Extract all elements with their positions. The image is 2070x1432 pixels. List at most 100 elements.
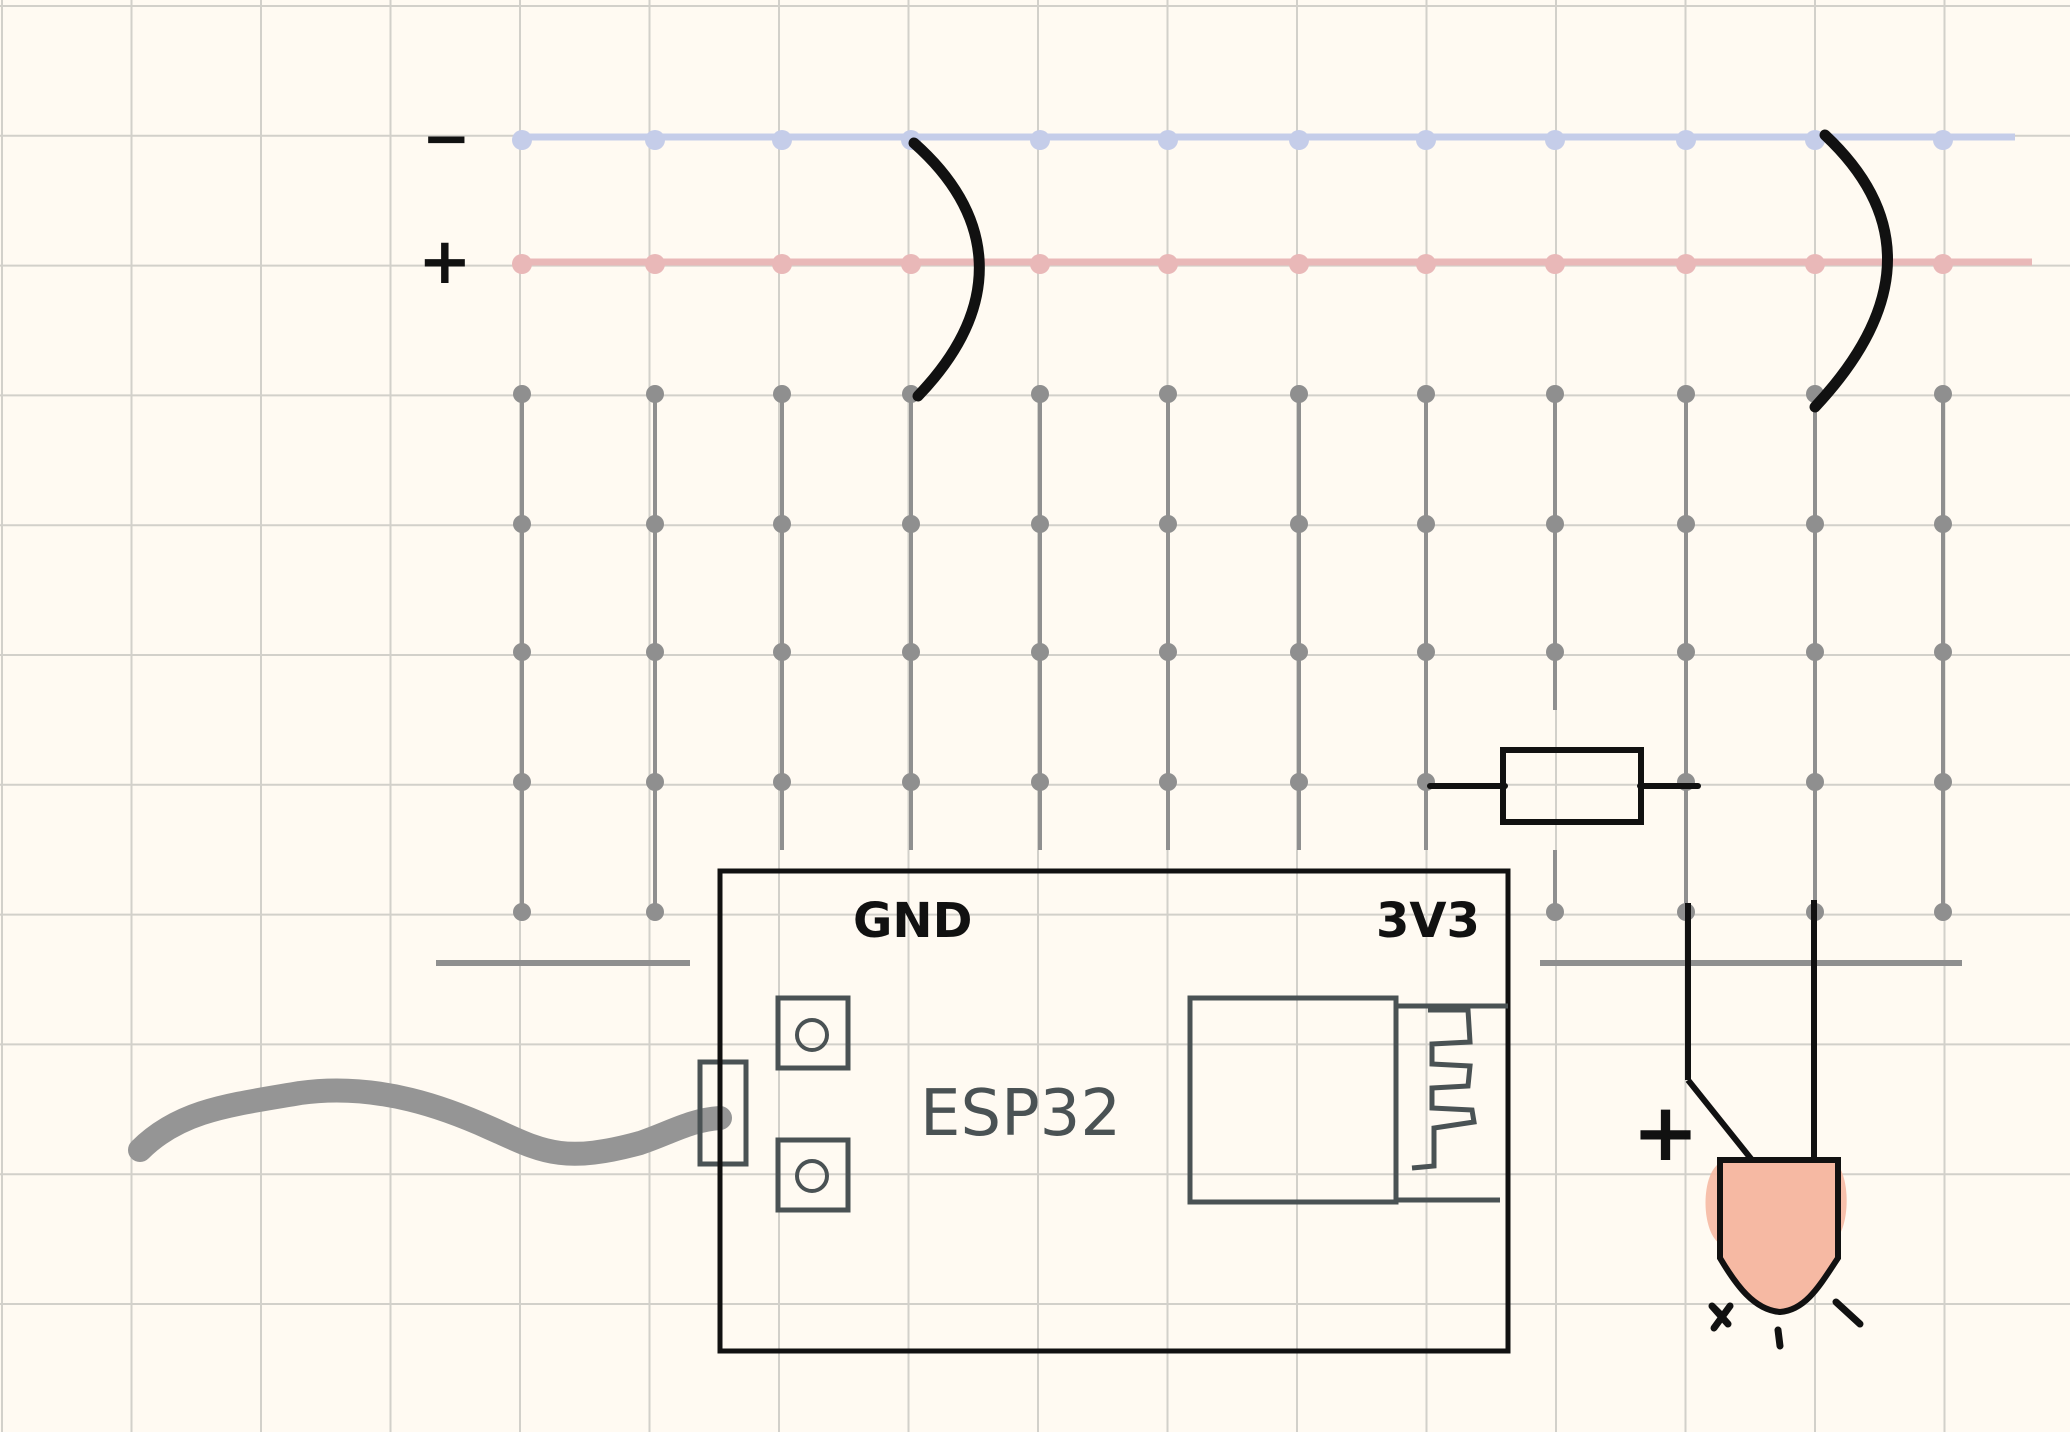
breadboard-hole (1546, 643, 1564, 661)
breadboard-hole (1031, 515, 1049, 533)
breadboard-hole (1031, 773, 1049, 791)
resistor (1427, 747, 1701, 825)
minus-rail-hole (1289, 130, 1309, 150)
esp32-outline (717, 868, 1511, 1354)
minus-rail-hole (772, 130, 792, 150)
breadboard-column (646, 385, 664, 921)
minus-rail-holes (512, 130, 1953, 150)
minus-rail-hole (1545, 130, 1565, 150)
breadboard-hole (646, 515, 664, 533)
antenna-trace (1411, 1007, 1477, 1171)
breadboard-hole (902, 515, 920, 533)
wifi-antenna-module (1187, 995, 1508, 1205)
minus-rail-hole (512, 130, 532, 150)
breadboard-hole (1031, 385, 1049, 403)
breadboard-hole (646, 903, 664, 921)
breadboard-column (773, 385, 791, 850)
breadboard-hole (1290, 385, 1308, 403)
plus-rail-hole (772, 254, 792, 274)
breadboard-column (1417, 385, 1435, 850)
led-light-ray-right (1832, 1298, 1864, 1328)
gnd-pin-label: GND (853, 893, 972, 949)
breadboard-hole (773, 385, 791, 403)
breadboard-hole (1159, 773, 1177, 791)
power-rails: − + (418, 104, 2032, 299)
breadboard-column (1806, 385, 1824, 921)
breadboard-hole (646, 773, 664, 791)
plus-rail-holes (512, 254, 1953, 274)
jumper-wire-gnd (908, 137, 985, 402)
v33-pin-label: 3V3 (1376, 893, 1480, 949)
breadboard-column (1290, 385, 1308, 850)
plus-rail-hole (1933, 254, 1953, 274)
breadboard-hole (773, 773, 791, 791)
breadboard-hole (513, 385, 531, 403)
led-body (1717, 1157, 1841, 1316)
minus-rail-hole (1158, 130, 1178, 150)
breadboard-hole (1417, 385, 1435, 403)
plus-rail-hole (1158, 254, 1178, 274)
usb-cable (128, 1078, 732, 1166)
breadboard-hole (1934, 773, 1952, 791)
breadboard-hole (513, 903, 531, 921)
breadboard-hole (1806, 643, 1824, 661)
breadboard-hole (513, 515, 531, 533)
breadboard-hole (1159, 515, 1177, 533)
led-light-ray-middle (1774, 1326, 1784, 1350)
breadboard-hole (1290, 643, 1308, 661)
esp32-board: GND 3V3 ESP32 (717, 868, 1511, 1354)
breadboard-hole (1546, 385, 1564, 403)
minus-rail-hole (1933, 130, 1953, 150)
plus-rail-hole (512, 254, 532, 274)
breadboard-hole (1677, 385, 1695, 403)
breadboard-hole (1546, 515, 1564, 533)
breadboard-hole (1934, 385, 1952, 403)
breadboard-hole (1934, 903, 1952, 921)
breadboard-hole (1290, 773, 1308, 791)
plus-rail-hole (1676, 254, 1696, 274)
plus-rail-hole (645, 254, 665, 274)
resistor-body (1500, 747, 1644, 825)
breadboard-hole (1806, 773, 1824, 791)
breadboard-columns (513, 385, 1952, 921)
plus-rail-label: + (418, 225, 472, 299)
plus-rail-hole (1289, 254, 1309, 274)
minus-rail-hole (1676, 130, 1696, 150)
led-polarity-label: + (1632, 1086, 1699, 1179)
usb-connector (697, 1059, 749, 1167)
breadboard-hole (1934, 515, 1952, 533)
breadboard-hole (1934, 643, 1952, 661)
plus-rail-hole (1030, 254, 1050, 274)
breadboard-hole (773, 643, 791, 661)
breadboard-column (902, 385, 920, 850)
minus-rail-hole (645, 130, 665, 150)
jumper-wire-power (1809, 129, 1893, 413)
breadboard-hole (1677, 515, 1695, 533)
plus-rail-hole (901, 254, 921, 274)
breadboard-column (1934, 385, 1952, 921)
breadboard-hole (1159, 643, 1177, 661)
breadboard-hole (902, 643, 920, 661)
plus-rail-hole (1805, 254, 1825, 274)
breadboard-column (1031, 385, 1049, 850)
breadboard-hole (773, 515, 791, 533)
minus-rail-label: − (422, 104, 471, 172)
breadboard-hole (1677, 643, 1695, 661)
plus-rail-hole (1545, 254, 1565, 274)
led: + (1632, 900, 1864, 1350)
breadboard-hole (1159, 385, 1177, 403)
breadboard-column (513, 385, 531, 921)
breadboard-hole (513, 773, 531, 791)
esp32-button-top (775, 995, 851, 1071)
esp32-label: ESP32 (920, 1077, 1121, 1151)
breadboard-column (1159, 385, 1177, 850)
minus-rail-hole (1030, 130, 1050, 150)
breadboard-hole (902, 773, 920, 791)
minus-rail-hole (1416, 130, 1436, 150)
breadboard-hole (1290, 515, 1308, 533)
breadboard-hole (646, 385, 664, 403)
breadboard-hole (1546, 903, 1564, 921)
breadboard-hole (513, 643, 531, 661)
esp32-button-bottom (775, 1137, 851, 1213)
breadboard-column (1546, 385, 1564, 921)
